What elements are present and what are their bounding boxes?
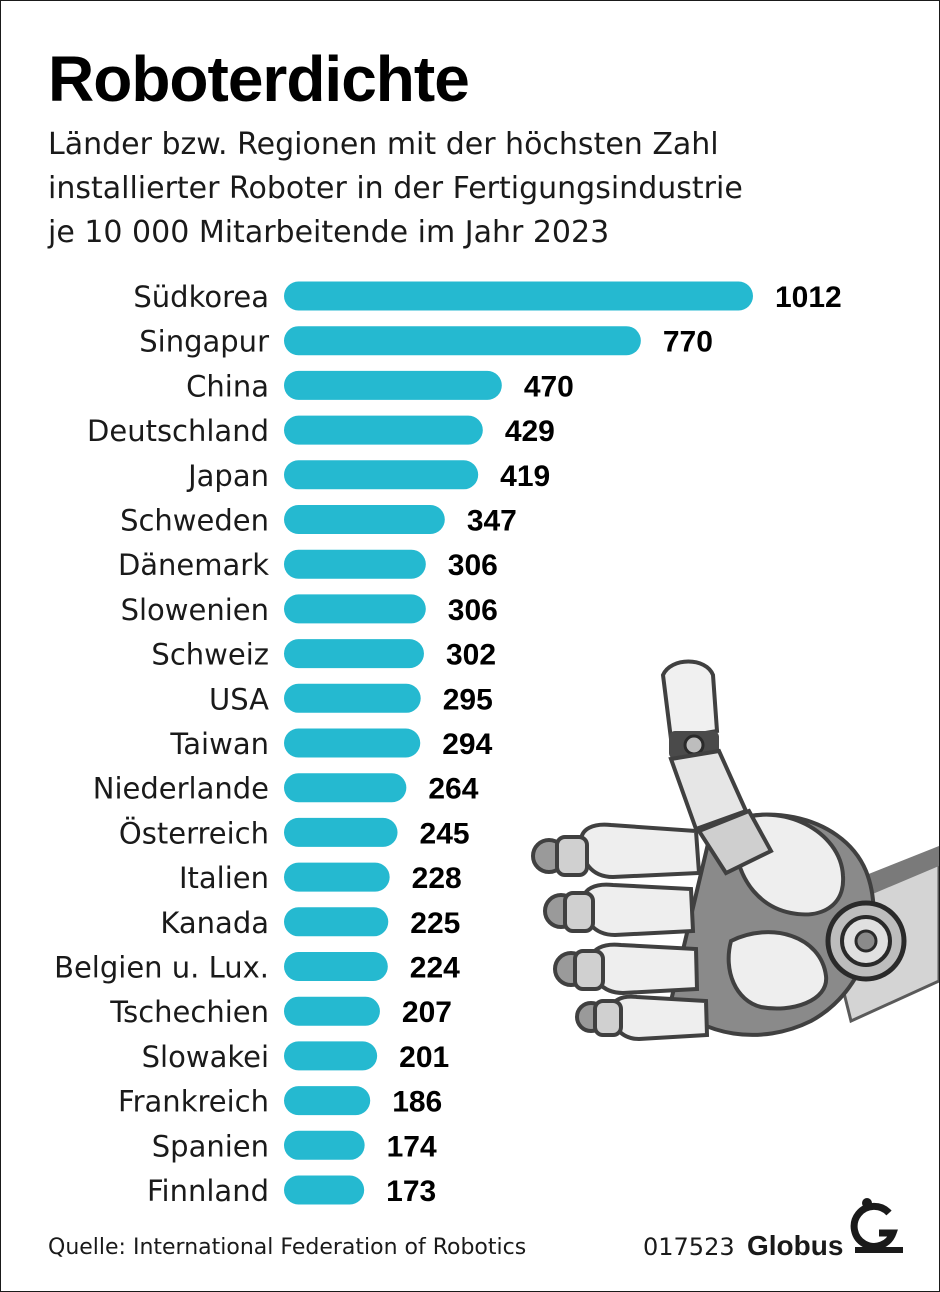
data-label: 306 [448,549,498,582]
data-label: 419 [500,460,550,493]
bar [284,1130,365,1160]
bar [284,549,426,579]
bar-chart: Südkorea 1012 Singapur 770 China 470 Deutschla… [54,280,842,1208]
bar [284,505,445,534]
bar [284,952,388,981]
data-label: 302 [446,639,496,672]
graphic-code: 017523 [643,1233,735,1261]
category-label: Niederlande [93,772,269,806]
bar [284,1086,371,1116]
robot-hand-thumbs-up-icon [531,659,939,1042]
bar [284,1175,365,1205]
category-label: Südkorea [133,280,269,314]
data-label: 1012 [775,281,842,314]
data-label: 224 [410,952,460,985]
bar [284,370,502,400]
data-label: 264 [428,773,478,806]
bar [284,281,753,311]
data-label: 429 [505,415,555,448]
bar [284,326,641,356]
data-label: 174 [387,1130,437,1163]
category-label: Slowakei [142,1040,269,1074]
subtitle-line-3: je 10 000 Mitarbeitende im Jahr 2023 [48,215,610,250]
data-label: 347 [467,505,517,538]
bar [284,683,421,713]
category-label: Japan [186,459,269,493]
globus-logo-icon [850,1198,903,1253]
category-label: Deutschland [87,414,269,448]
data-label: 306 [448,594,498,627]
category-label: China [186,369,269,403]
bar [284,728,421,758]
category-label: Slowenien [121,593,269,627]
bar [284,415,483,445]
category-label: Frankreich [118,1085,269,1119]
category-label: Tschechien [109,995,269,1029]
bar [284,907,389,937]
data-label: 201 [399,1041,449,1074]
category-label: Italien [179,861,269,895]
bar [284,996,380,1026]
data-label: 245 [420,817,470,850]
source-note: Quelle: International Federation of Robo… [48,1235,527,1260]
category-label: Belgien u. Lux. [54,951,269,985]
chart-title: Roboterdichte [48,43,470,115]
bar [284,594,426,624]
data-label: 225 [410,907,460,940]
data-label: 294 [442,728,492,761]
bar [284,639,424,669]
data-label: 186 [392,1086,442,1119]
data-label: 207 [402,996,452,1029]
bar [284,460,479,490]
category-label: Kanada [160,906,269,940]
category-label: Österreich [119,816,269,850]
bar [284,862,390,892]
category-label: Singapur [139,325,269,359]
category-label: Dänemark [118,548,269,582]
category-label: Taiwan [169,727,269,761]
data-label: 295 [443,683,493,716]
category-label: Schweiz [151,638,269,672]
subtitle-line-1: Länder bzw. Regionen mit der höchsten Za… [48,127,719,162]
category-label: Finnland [147,1174,269,1208]
bar [284,817,398,847]
category-label: USA [209,682,269,716]
subtitle-line-2: installierter Roboter in der Fertigungsi… [48,171,743,206]
data-label: 228 [412,862,462,895]
data-label: 770 [663,326,713,359]
bar [284,1041,378,1071]
data-label: 470 [524,370,574,403]
brand-name: Globus [747,1230,844,1261]
category-label: Schweden [120,504,269,538]
bar [284,773,407,803]
data-label: 173 [386,1175,436,1208]
category-label: Spanien [152,1129,269,1163]
